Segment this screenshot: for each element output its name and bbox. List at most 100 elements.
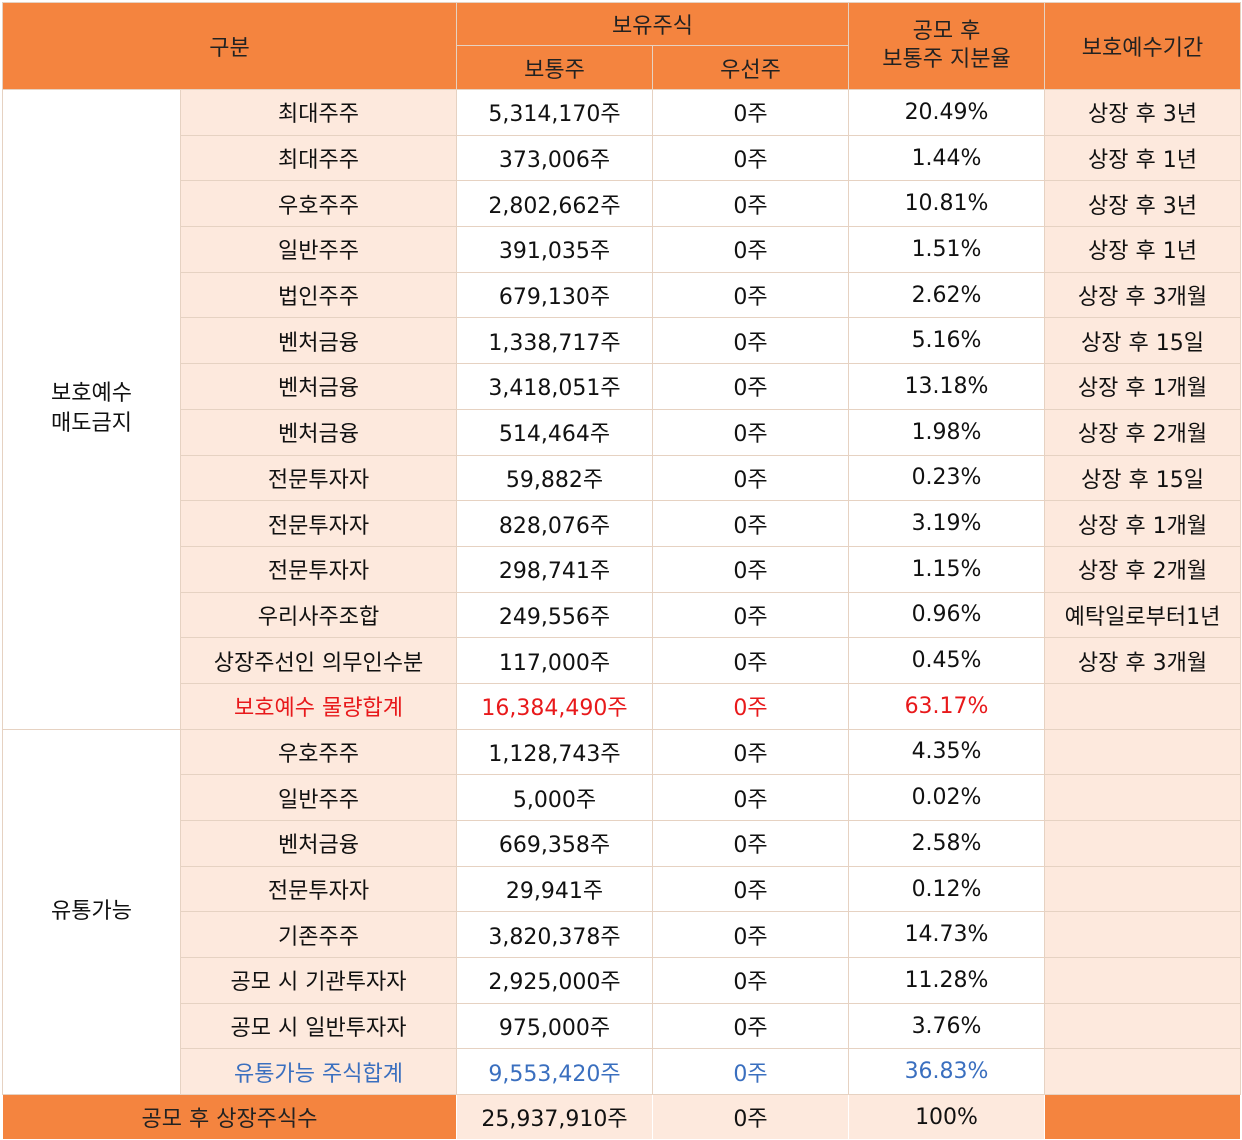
table-row: 전문투자자 828,076주 0주 3.19% 상장 후 1개월 <box>3 500 1242 547</box>
lockup-period <box>1044 682 1242 730</box>
ownership-ratio: 4.35% <box>848 728 1046 776</box>
ownership-ratio: 0.45% <box>848 637 1046 684</box>
ownership-ratio: 1.51% <box>848 226 1046 273</box>
group-locked: 보호예수 매도금지 <box>2 89 181 730</box>
preferred-shares: 0주 <box>652 820 850 867</box>
table-row: 전문투자자 298,741주 0주 1.15% 상장 후 2개월 <box>3 545 1242 593</box>
row-label: 법인주주 <box>179 271 458 319</box>
table-row: 최대주주 373,006주 0주 1.44% 상장 후 1년 <box>3 134 1242 182</box>
header-category: 구분 <box>1 2 458 90</box>
total-row: 공모 후 상장주식수 25,937,910주 0주 100% <box>1 1094 1242 1140</box>
header-common: 보통주 <box>456 45 654 90</box>
row-label: 우호주주 <box>179 180 458 228</box>
common-shares: 679,130주 <box>456 271 654 319</box>
preferred-shares: 0주 <box>652 180 850 228</box>
lockup-period: 상장 후 3년 <box>1044 180 1242 228</box>
lockup-period: 상장 후 1년 <box>1044 134 1242 182</box>
common-shares: 514,464주 <box>456 408 654 456</box>
header-ratio: 공모 후 보통주 지분율 <box>848 2 1046 90</box>
sum-row: 보호예수 물량합계 16,384,490주 0주 63.17% <box>3 682 1242 730</box>
table-row: 공모 시 일반투자자 975,000주 0주 3.76% <box>3 1002 1242 1050</box>
lockup-period <box>1044 957 1242 1004</box>
table-row: 우호주주 2,802,662주 0주 10.81% 상장 후 3년 <box>3 180 1242 228</box>
lockup-period: 상장 후 3개월 <box>1044 271 1242 319</box>
row-label: 벤처금융 <box>179 820 458 867</box>
lockup-period: 상장 후 1년 <box>1044 226 1242 273</box>
preferred-shares: 0주 <box>652 774 850 821</box>
common-shares: 373,006주 <box>456 134 654 182</box>
table-row: 유통가능 우호주주 1,128,743주 0주 4.35% <box>2 728 1242 1096</box>
common-shares: 117,000주 <box>456 637 654 684</box>
common-shares: 1,128,743주 <box>456 728 654 776</box>
ownership-ratio: 0.02% <box>848 774 1046 821</box>
row-label: 우리사주조합 <box>179 591 458 639</box>
row-label: 전문투자자 <box>179 454 458 502</box>
ownership-ratio: 20.49% <box>848 89 1046 136</box>
table-row: 전문투자자 59,882주 0주 0.23% 상장 후 15일 <box>3 454 1242 502</box>
common-shares: 669,358주 <box>456 820 654 867</box>
common-shares: 16,384,490주 <box>456 682 654 730</box>
ownership-ratio: 10.81% <box>848 180 1046 228</box>
lockup-period: 상장 후 15일 <box>1044 317 1242 365</box>
ownership-ratio: 1.15% <box>848 545 1046 593</box>
common-shares: 3,418,051주 <box>456 363 654 410</box>
ownership-ratio: 2.62% <box>848 271 1046 319</box>
preferred-shares: 0주 <box>652 134 850 182</box>
common-shares: 5,000주 <box>456 774 654 821</box>
row-label: 전문투자자 <box>179 500 458 547</box>
total-ratio: 100% <box>848 1094 1046 1140</box>
lockup-period <box>1044 728 1242 776</box>
table-body: 보호예수 매도금지 최대주주 5,314,170주 0주 20.49% 상장 후 3년 최대… <box>1 89 1242 1140</box>
lockup-period: 상장 후 15일 <box>1044 454 1242 502</box>
lockup-period <box>1044 1048 1242 1096</box>
lockup-period: 예탁일로부터1년 <box>1044 591 1242 639</box>
preferred-shares: 0주 <box>652 545 850 593</box>
common-shares: 9,553,420주 <box>456 1048 654 1096</box>
row-label: 벤처금융 <box>179 363 458 410</box>
ownership-ratio: 1.98% <box>848 408 1046 456</box>
common-shares: 975,000주 <box>456 1002 654 1050</box>
ownership-ratio: 11.28% <box>848 957 1046 1004</box>
ownership-ratio: 14.73% <box>848 911 1046 959</box>
ownership-ratio: 0.96% <box>848 591 1046 639</box>
total-period <box>1044 1094 1242 1140</box>
common-shares: 2,925,000주 <box>456 957 654 1004</box>
preferred-shares: 0주 <box>652 408 850 456</box>
ownership-ratio: 3.19% <box>848 500 1046 547</box>
preferred-shares: 0주 <box>652 591 850 639</box>
common-shares: 249,556주 <box>456 591 654 639</box>
preferred-shares: 0주 <box>652 363 850 410</box>
table-row: 보호예수 매도금지 최대주주 5,314,170주 0주 20.49% 상장 후 3년 <box>2 89 1242 730</box>
preferred-shares: 0주 <box>652 911 850 959</box>
row-label: 일반주주 <box>179 774 458 821</box>
table-row: 벤처금융 514,464주 0주 1.98% 상장 후 2개월 <box>3 408 1242 456</box>
ownership-ratio: 0.12% <box>848 865 1046 913</box>
ownership-ratio: 5.16% <box>848 317 1046 365</box>
preferred-shares: 0주 <box>652 271 850 319</box>
lockup-period: 상장 후 2개월 <box>1044 545 1242 593</box>
common-shares: 5,314,170주 <box>456 89 654 136</box>
preferred-shares: 0주 <box>652 957 850 1004</box>
row-label: 우호주주 <box>179 728 458 776</box>
common-shares: 59,882주 <box>456 454 654 502</box>
common-shares: 1,338,717주 <box>456 317 654 365</box>
row-label: 최대주주 <box>179 89 458 136</box>
common-shares: 298,741주 <box>456 545 654 593</box>
preferred-shares: 0주 <box>652 682 850 730</box>
row-label: 공모 시 기관투자자 <box>179 957 458 1004</box>
preferred-shares: 0주 <box>652 89 850 136</box>
ownership-ratio: 3.76% <box>848 1002 1046 1050</box>
ownership-ratio: 1.44% <box>848 134 1046 182</box>
preferred-shares: 0주 <box>652 865 850 913</box>
row-label: 일반주주 <box>179 226 458 273</box>
common-shares: 29,941주 <box>456 865 654 913</box>
row-label: 벤처금융 <box>179 317 458 365</box>
row-label: 벤처금융 <box>179 408 458 456</box>
row-label: 보호예수 물량합계 <box>179 682 458 730</box>
lockup-period <box>1044 820 1242 867</box>
common-shares: 391,035주 <box>456 226 654 273</box>
table-row: 상장주선인 의무인수분 117,000주 0주 0.45% 상장 후 3개월 <box>3 637 1242 684</box>
lockup-period <box>1044 1002 1242 1050</box>
row-label: 전문투자자 <box>179 545 458 593</box>
